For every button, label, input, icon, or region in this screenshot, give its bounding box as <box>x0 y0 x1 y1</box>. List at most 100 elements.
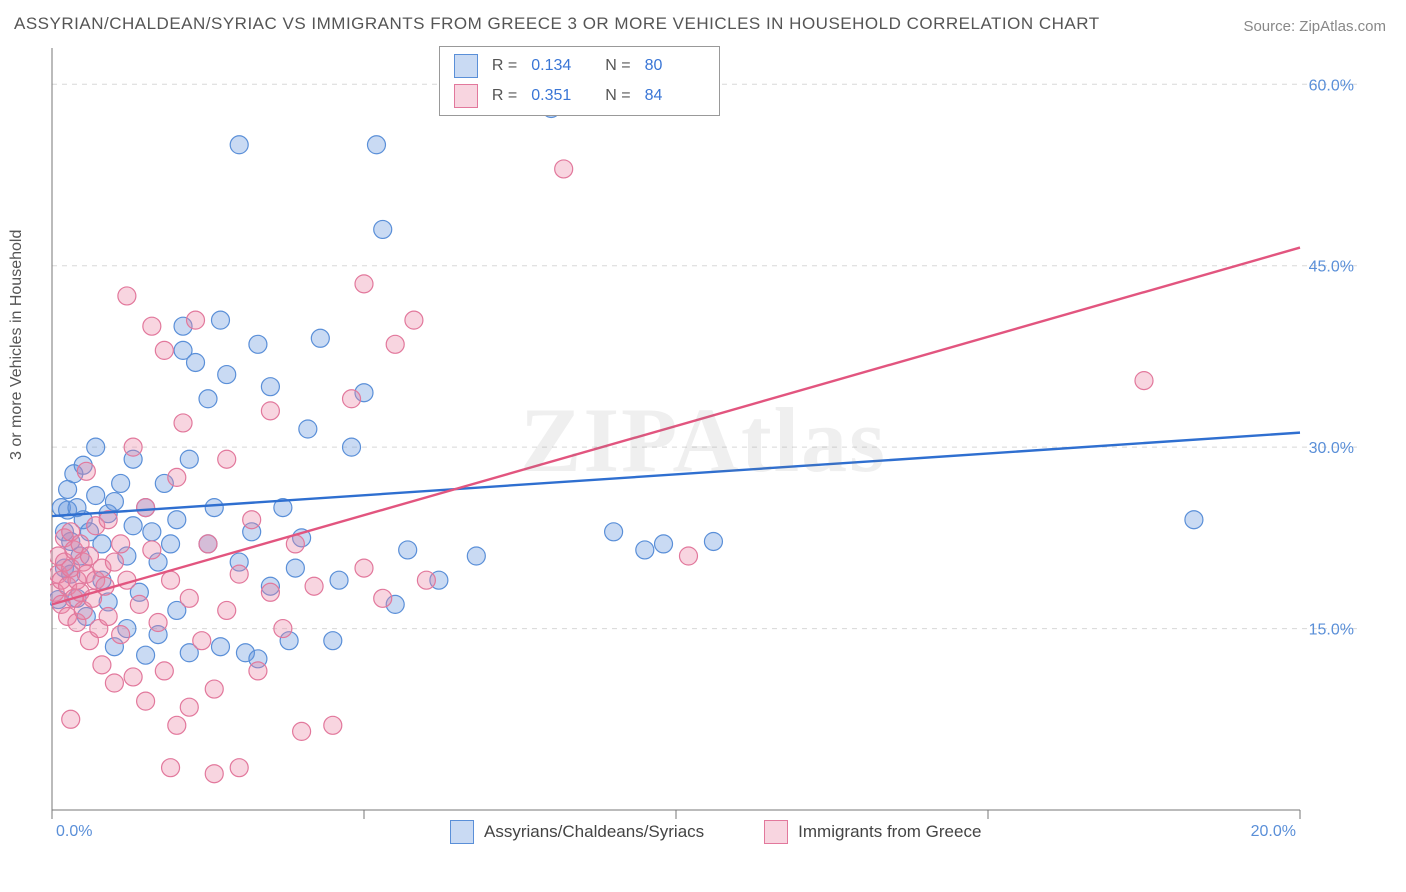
data-point <box>168 468 186 486</box>
data-point <box>343 390 361 408</box>
data-point <box>230 565 248 583</box>
data-point <box>243 511 261 529</box>
r-label: R = <box>492 57 517 75</box>
data-point <box>1185 511 1203 529</box>
data-point <box>205 765 223 783</box>
data-point <box>218 450 236 468</box>
n-label: N = <box>605 87 630 105</box>
legend-swatch <box>764 820 788 844</box>
data-point <box>162 571 180 589</box>
data-point <box>99 607 117 625</box>
data-point <box>467 547 485 565</box>
data-point <box>93 656 111 674</box>
data-point <box>374 220 392 238</box>
data-point <box>118 287 136 305</box>
data-point <box>211 638 229 656</box>
data-point <box>112 626 130 644</box>
legend-swatch <box>450 820 474 844</box>
legend-swatch <box>454 54 478 78</box>
data-point <box>137 646 155 664</box>
data-point <box>105 493 123 511</box>
data-point <box>124 517 142 535</box>
data-point <box>261 402 279 420</box>
data-point <box>704 532 722 550</box>
data-point <box>636 541 654 559</box>
y-tick-label: 30.0% <box>1309 440 1354 457</box>
data-point <box>124 438 142 456</box>
data-point <box>143 523 161 541</box>
scatter-plot-svg: 15.0%30.0%45.0%60.0%0.0%20.0% <box>50 40 1360 840</box>
data-point <box>274 620 292 638</box>
n-value: 80 <box>645 57 705 75</box>
series-legend: Assyrians/Chaldeans/Syriacs Immigrants fr… <box>450 820 981 844</box>
legend-item: Immigrants from Greece <box>764 820 981 844</box>
data-point <box>87 487 105 505</box>
data-point <box>655 535 673 553</box>
data-point <box>386 335 404 353</box>
data-point <box>399 541 417 559</box>
data-point <box>199 390 217 408</box>
data-point <box>105 674 123 692</box>
data-point <box>87 438 105 456</box>
data-point <box>355 559 373 577</box>
legend-item: Assyrians/Chaldeans/Syriacs <box>450 820 704 844</box>
trend-line <box>52 248 1300 605</box>
data-point <box>143 317 161 335</box>
legend-label: Assyrians/Chaldeans/Syriacs <box>484 822 704 842</box>
data-point <box>130 595 148 613</box>
data-point <box>137 692 155 710</box>
data-point <box>162 535 180 553</box>
data-point <box>249 662 267 680</box>
data-point <box>1135 372 1153 390</box>
trend-line <box>52 433 1300 516</box>
data-point <box>261 378 279 396</box>
chart-plot-area: 15.0%30.0%45.0%60.0%0.0%20.0% ZIPAtlas R… <box>50 40 1360 840</box>
data-point <box>124 668 142 686</box>
legend-row: R =0.134N =80 <box>454 51 705 81</box>
data-point <box>299 420 317 438</box>
data-point <box>286 559 304 577</box>
data-point <box>149 614 167 632</box>
data-point <box>105 553 123 571</box>
data-point <box>249 335 267 353</box>
data-point <box>293 722 311 740</box>
data-point <box>679 547 697 565</box>
chart-title: ASSYRIAN/CHALDEAN/SYRIAC VS IMMIGRANTS F… <box>14 14 1100 34</box>
data-point <box>112 535 130 553</box>
data-point <box>211 311 229 329</box>
r-value: 0.134 <box>531 57 591 75</box>
data-point <box>199 535 217 553</box>
legend-swatch <box>454 84 478 108</box>
r-label: R = <box>492 87 517 105</box>
r-value: 0.351 <box>531 87 591 105</box>
data-point <box>187 311 205 329</box>
data-point <box>261 583 279 601</box>
data-point <box>174 414 192 432</box>
data-point <box>155 341 173 359</box>
data-point <box>330 571 348 589</box>
data-point <box>193 632 211 650</box>
data-point <box>180 698 198 716</box>
data-point <box>374 589 392 607</box>
data-point <box>218 601 236 619</box>
data-point <box>180 450 198 468</box>
data-point <box>405 311 423 329</box>
data-point <box>112 474 130 492</box>
y-axis-label: 3 or more Vehicles in Household <box>8 230 26 460</box>
data-point <box>305 577 323 595</box>
y-tick-label: 60.0% <box>1309 77 1354 94</box>
y-tick-label: 15.0% <box>1309 622 1354 639</box>
data-point <box>187 353 205 371</box>
data-point <box>77 462 95 480</box>
legend-row: R = 0.351 N = 84 <box>454 81 705 111</box>
data-point <box>168 716 186 734</box>
data-point <box>355 275 373 293</box>
data-point <box>324 632 342 650</box>
n-value: 84 <box>645 87 705 105</box>
data-point <box>205 499 223 517</box>
x-tick-label: 0.0% <box>56 823 92 840</box>
data-point <box>155 662 173 680</box>
source-attribution: Source: ZipAtlas.com <box>1243 18 1386 35</box>
data-point <box>218 366 236 384</box>
data-point <box>143 541 161 559</box>
